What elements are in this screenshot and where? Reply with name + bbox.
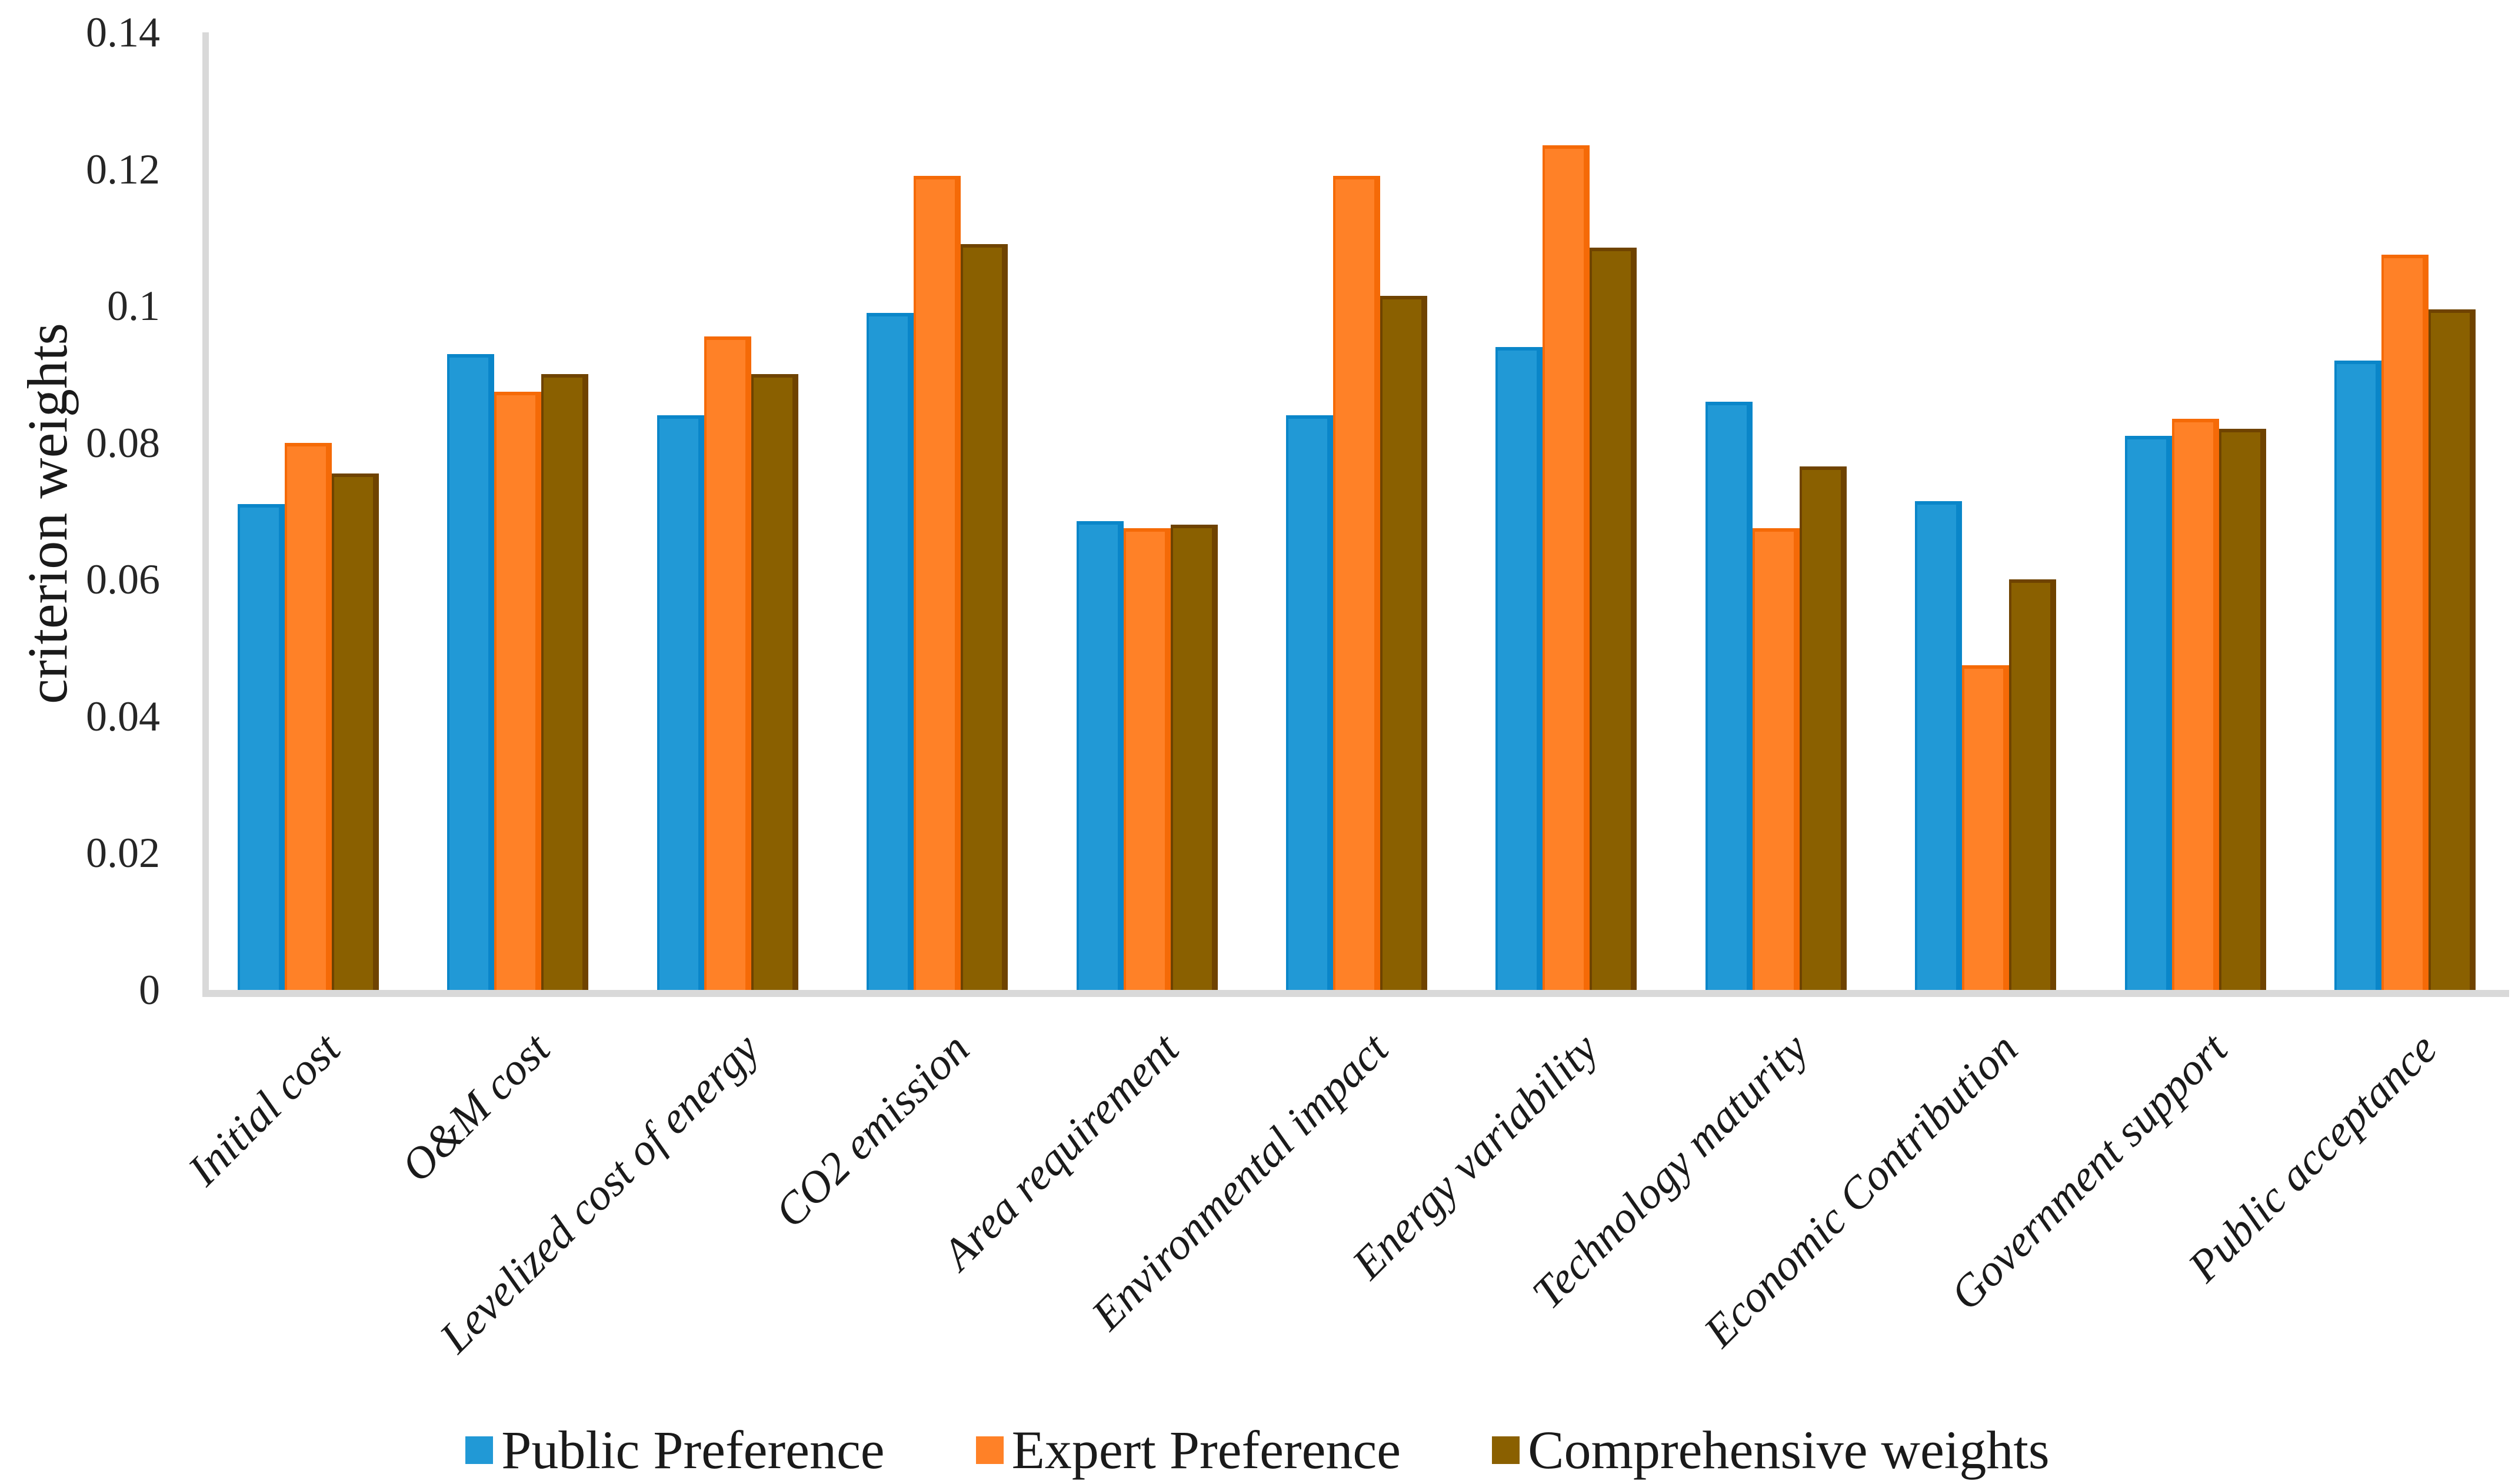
bar-comprehensive-weights-government-support: [2218, 429, 2266, 990]
bar-public-preference-government-support: [2124, 436, 2172, 990]
bar-expert-preference-economic-contribution: [1962, 665, 2010, 990]
legend-label: Expert Preference: [1011, 1420, 1401, 1480]
bar-comprehensive-weights-initial-cost: [332, 473, 379, 990]
legend-item-public-preference: Public Preference: [465, 1420, 885, 1480]
bar-comprehensive-weights-levelized-cost-of-energy: [751, 374, 798, 990]
bar-public-preference-energy-variability: [1495, 346, 1543, 990]
bar-comprehensive-weights-environmental-impact: [1380, 295, 1427, 990]
legend-swatch-comprehensive-weights: [1492, 1436, 1520, 1464]
legend: Public Preference Expert Preference Compre…: [0, 1406, 2515, 1484]
x-axis-label-initial-cost: Initial cost: [178, 1023, 350, 1195]
bar-expert-preference-energy-variability: [1543, 145, 1590, 990]
bar-expert-preference-levelized-cost-of-energy: [704, 336, 751, 990]
bar-comprehensive-weights-area-requirement: [1170, 525, 1218, 990]
bar-public-preference-o-m-cost: [447, 354, 495, 990]
bar-public-preference-technology-maturity: [1705, 401, 1753, 990]
bar-comprehensive-weights-economic-contribution: [2009, 579, 2057, 990]
bar-expert-preference-government-support: [2171, 419, 2219, 990]
bar-comprehensive-weights-technology-maturity: [1799, 466, 1847, 990]
y-tick-label-0: 0: [139, 966, 160, 1013]
bar-public-preference-public-acceptance: [2334, 361, 2381, 990]
legend-label: Public Preference: [501, 1420, 885, 1480]
bar-expert-preference-technology-maturity: [1752, 528, 1800, 990]
bar-expert-preference-o-m-cost: [494, 391, 542, 990]
bar-public-preference-co2-emission: [867, 312, 914, 990]
y-tick-label-0.12: 0.12: [86, 145, 160, 193]
x-axis-line: [202, 990, 2509, 997]
x-axis-label-o-m-cost: O&M cost: [391, 1023, 559, 1192]
y-tick-label-0.14: 0.14: [86, 9, 160, 56]
legend-swatch-public-preference: [465, 1436, 494, 1464]
bar-public-preference-initial-cost: [238, 504, 285, 990]
legend-swatch-expert-preference: [975, 1436, 1004, 1464]
bar-comprehensive-weights-o-m-cost: [541, 374, 589, 990]
legend-item-comprehensive-weights: Comprehensive weights: [1492, 1423, 2050, 1477]
bar-expert-preference-environmental-impact: [1333, 176, 1380, 990]
y-tick-label-0.02: 0.02: [86, 829, 160, 877]
bar-expert-preference-co2-emission: [914, 176, 961, 990]
y-tick-label-0.08: 0.08: [86, 419, 160, 466]
legend-label: Comprehensive weights: [1528, 1420, 2050, 1480]
y-axis-line: [202, 32, 209, 997]
y-tick-label-0.06: 0.06: [86, 556, 160, 603]
y-tick-label-0.1: 0.1: [107, 282, 160, 330]
bar-comprehensive-weights-co2-emission: [961, 244, 1008, 990]
bar-public-preference-economic-contribution: [1915, 501, 1963, 990]
legend-item-expert-preference: Expert Preference: [975, 1420, 1401, 1480]
bar-expert-preference-public-acceptance: [2381, 254, 2429, 990]
y-tick-label-0.04: 0.04: [86, 692, 160, 740]
bar-public-preference-levelized-cost-of-energy: [657, 415, 704, 990]
bar-public-preference-area-requirement: [1076, 521, 1124, 990]
bar-comprehensive-weights-energy-variability: [1590, 248, 1637, 990]
bar-expert-preference-area-requirement: [1123, 528, 1171, 990]
x-axis-label-co2-emission: CO2 emission: [765, 1023, 979, 1238]
bar-comprehensive-weights-public-acceptance: [2429, 309, 2476, 990]
bar-expert-preference-initial-cost: [285, 442, 332, 990]
bar-public-preference-environmental-impact: [1286, 415, 1333, 990]
